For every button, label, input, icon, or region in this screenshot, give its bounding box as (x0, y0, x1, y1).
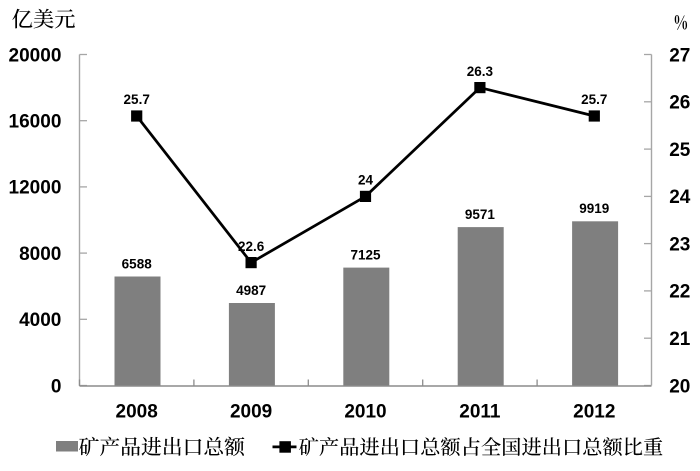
svg-text:2011: 2011 (459, 402, 501, 423)
svg-text:23: 23 (669, 234, 690, 255)
svg-text:2010: 2010 (344, 402, 386, 423)
svg-text:8000: 8000 (19, 244, 61, 265)
svg-text:24: 24 (669, 187, 691, 208)
svg-text:20: 20 (669, 376, 690, 397)
svg-text:22: 22 (669, 282, 690, 303)
svg-text:7125: 7125 (350, 247, 381, 262)
svg-text:20000: 20000 (9, 45, 62, 66)
svg-text:26: 26 (669, 93, 690, 114)
svg-text:12000: 12000 (9, 178, 62, 199)
svg-text:24: 24 (358, 173, 374, 188)
svg-text:2008: 2008 (116, 402, 158, 423)
svg-text:4000: 4000 (19, 310, 61, 331)
svg-text:22.6: 22.6 (238, 239, 265, 254)
svg-text:21: 21 (669, 329, 691, 350)
svg-text:2012: 2012 (573, 402, 615, 423)
svg-text:2009: 2009 (230, 402, 272, 423)
svg-text:6588: 6588 (122, 256, 153, 271)
svg-text:9919: 9919 (579, 201, 609, 216)
svg-text:4987: 4987 (236, 283, 266, 298)
svg-text:25.7: 25.7 (124, 92, 150, 107)
svg-text:26.3: 26.3 (467, 64, 494, 79)
svg-text:9571: 9571 (465, 207, 496, 222)
svg-text:0: 0 (51, 376, 62, 397)
svg-text:25.7: 25.7 (581, 92, 607, 107)
svg-text:27: 27 (669, 45, 690, 66)
svg-text:25: 25 (669, 140, 691, 161)
svg-text:16000: 16000 (9, 112, 62, 133)
